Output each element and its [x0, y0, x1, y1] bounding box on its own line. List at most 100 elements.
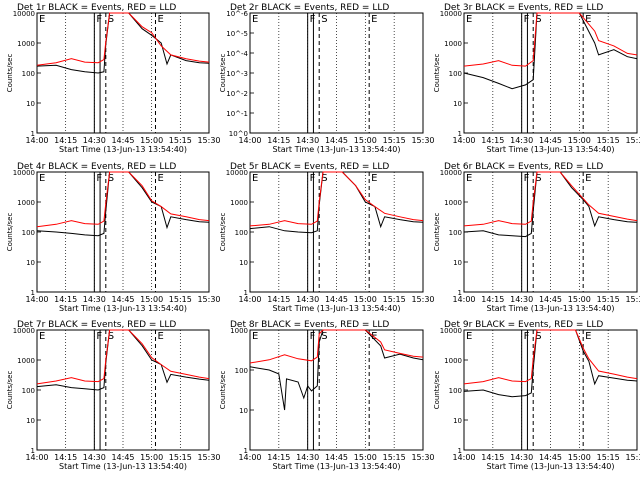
event-marker-label: E — [466, 331, 472, 342]
x-tick-label: 15:30 — [625, 453, 640, 462]
x-tick-label: 14:45 — [325, 453, 348, 462]
event-marker-label: E — [585, 331, 591, 342]
x-tick-label: 15:00 — [568, 136, 591, 145]
x-tick-label: 15:15 — [383, 136, 406, 145]
detector-panel: Det 3r BLACK = Events, RED = LLD 14:00 14:… — [433, 3, 640, 154]
x-tick-label: 14:15 — [481, 453, 504, 462]
x-tick-label: 14:45 — [111, 453, 134, 462]
y-tick-label: 10 — [26, 417, 35, 425]
x-tick-label: 15:00 — [568, 295, 591, 304]
y-tick-label: 10 — [453, 259, 462, 267]
x-tick-label: 14:45 — [325, 295, 348, 304]
y-axis-label: Counts/sec — [433, 371, 441, 410]
panel-title: Det 5r BLACK = Events, RED = LLD — [230, 162, 389, 172]
y-tick-label: 10^-6 — [226, 10, 248, 18]
x-tick-label: 14:45 — [539, 453, 562, 462]
event-marker-label: F — [524, 173, 530, 184]
x-tick-label: 14:15 — [481, 136, 504, 145]
x-tick-label: 15:15 — [597, 453, 620, 462]
event-marker-label: E — [39, 173, 45, 184]
x-tick-label: 14:30 — [83, 295, 106, 304]
x-tick-label: 14:30 — [296, 136, 319, 145]
detector-panel: Det 9r BLACK = Events, RED = LLD 14:00 14:… — [433, 320, 640, 471]
x-axis-label: Start Time (13-Jun-13 13:54:40) — [487, 145, 615, 154]
y-tick-label: 1000 — [444, 199, 462, 207]
x-axis-label: Start Time (13-Jun-13 13:54:40) — [273, 145, 401, 154]
x-tick-label: 15:15 — [169, 136, 192, 145]
y-tick-label: 1 — [244, 289, 248, 297]
y-tick-label: 1 — [458, 447, 462, 455]
event-marker-label: E — [466, 173, 472, 184]
y-axis-label: Counts/sec — [219, 213, 227, 252]
y-tick-label: 1 — [458, 130, 462, 138]
panel-title: Det 6r BLACK = Events, RED = LLD — [444, 162, 603, 172]
y-axis-label: Counts/sec — [6, 371, 14, 410]
x-tick-label: 14:00 — [238, 453, 261, 462]
panel-title: Det 2r BLACK = Events, RED = LLD — [230, 3, 389, 13]
lld-series-line — [249, 171, 424, 227]
x-tick-label: 15:15 — [597, 136, 620, 145]
event-marker-label: S — [108, 331, 114, 342]
x-tick-label: 14:45 — [325, 136, 348, 145]
lld-series-line — [36, 12, 210, 66]
x-axis-label: Start Time (13-Jun-13 13:54:40) — [273, 304, 401, 313]
x-tick-label: 15:30 — [197, 136, 220, 145]
event-marker-label: S — [535, 14, 541, 25]
event-marker-label: E — [252, 331, 258, 342]
y-tick-label: 1000 — [444, 357, 462, 365]
event-marker-label: F — [96, 173, 102, 184]
y-tick-label: 100 — [22, 229, 35, 237]
y-axis-label: Counts/sec — [219, 54, 227, 93]
x-tick-label: 15:15 — [597, 295, 620, 304]
y-tick-label: 100 — [449, 387, 462, 395]
detector-panel: Det 7r BLACK = Events, RED = LLD 14:00 14:… — [6, 320, 221, 471]
y-axis-label: Counts/sec — [6, 54, 14, 93]
y-tick-label: 1000 — [17, 199, 35, 207]
y-tick-label: 10000 — [226, 169, 248, 177]
x-tick-label: 14:15 — [267, 136, 290, 145]
panel-title: Det 1r BLACK = Events, RED = LLD — [17, 3, 176, 13]
x-tick-label: 15:00 — [354, 136, 377, 145]
event-marker-label: E — [585, 14, 591, 25]
x-tick-label: 14:15 — [267, 295, 290, 304]
y-tick-label: 1000 — [17, 357, 35, 365]
y-tick-label: 100 — [235, 229, 248, 237]
x-tick-label: 15:15 — [169, 295, 192, 304]
x-tick-label: 14:00 — [452, 295, 475, 304]
y-tick-label: 10000 — [13, 327, 35, 335]
event-marker-label: S — [535, 173, 541, 184]
event-marker-label: E — [585, 173, 591, 184]
y-tick-label: 10^-3 — [226, 70, 248, 78]
y-tick-label: 10000 — [440, 10, 462, 18]
detector-panel: Det 4r BLACK = Events, RED = LLD 14:00 14:… — [6, 162, 221, 313]
x-tick-label: 14:00 — [238, 295, 261, 304]
y-tick-label: 1 — [31, 130, 35, 138]
y-tick-label: 100 — [22, 70, 35, 78]
panel-title: Det 4r BLACK = Events, RED = LLD — [17, 162, 176, 172]
event-marker-label: S — [535, 331, 541, 342]
event-marker-label: S — [108, 173, 114, 184]
y-tick-label: 10 — [26, 259, 35, 267]
detector-panel: Det 5r BLACK = Events, RED = LLD 14:00 14:… — [219, 162, 435, 313]
x-tick-label: 14:30 — [83, 453, 106, 462]
y-tick-label: 100 — [449, 70, 462, 78]
event-marker-label: E — [157, 14, 163, 25]
event-marker-label: S — [321, 331, 327, 342]
x-tick-label: 14:30 — [510, 136, 533, 145]
x-tick-label: 14:30 — [296, 453, 319, 462]
event-marker-label: S — [108, 14, 114, 25]
x-tick-label: 14:00 — [25, 453, 48, 462]
x-tick-label: 14:15 — [54, 136, 77, 145]
x-axis-label: Start Time (13-Jun-13 13:54:40) — [59, 145, 187, 154]
y-tick-label: 10 — [453, 417, 462, 425]
detector-panel: Det 2r BLACK = Events, RED = LLD 14:00 14:… — [219, 3, 435, 154]
y-tick-label: 10 — [239, 407, 248, 415]
x-tick-label: 15:30 — [625, 136, 640, 145]
y-tick-label: 10 — [239, 259, 248, 267]
x-axis-label: Start Time (13-Jun-13 13:54:40) — [59, 304, 187, 313]
y-tick-label: 1 — [458, 289, 462, 297]
y-tick-label: 100 — [235, 367, 248, 375]
detector-panel: Det 8r BLACK = Events, RED = LLD 14:00 14:… — [219, 320, 435, 471]
y-tick-label: 10 — [26, 100, 35, 108]
y-tick-label: 1000 — [230, 199, 248, 207]
